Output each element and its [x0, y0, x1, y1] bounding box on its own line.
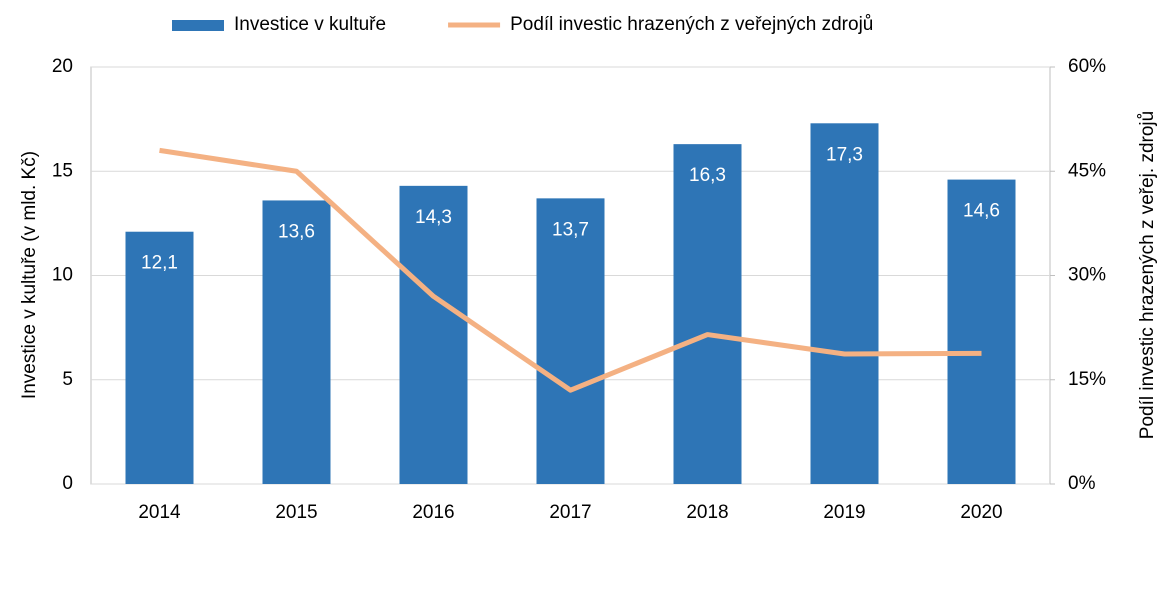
y2-tick-label: 30% — [1068, 265, 1106, 286]
legend-label: Podíl investic hrazených z veřejných zdr… — [510, 14, 873, 35]
y-tick-label: 15 — [52, 160, 73, 181]
y-axis-label: Investice v kultuře (v mld. Kč) — [19, 151, 40, 399]
value-label: 17,3 — [826, 144, 863, 165]
legend-label: Investice v kultuře — [234, 14, 386, 35]
x-tick-label: 2015 — [275, 502, 317, 523]
line — [159, 147, 982, 393]
x-tick-label: 2016 — [412, 502, 454, 523]
y-tick-label: 20 — [52, 56, 73, 77]
y-tick-label: 10 — [52, 265, 73, 286]
x-tick-label: 2017 — [549, 502, 591, 523]
y2-axis-label: Podíl investic hrazených z veřej. zdrojů — [1137, 111, 1158, 439]
bar — [673, 144, 742, 484]
value-label: 13,6 — [278, 221, 315, 242]
y-tick-label: 0 — [62, 473, 73, 494]
y2-tick-label: 0% — [1068, 473, 1096, 494]
legend-swatch — [172, 20, 224, 31]
bar — [125, 231, 194, 484]
value-label: 12,1 — [141, 253, 178, 274]
x-tick-label: 2019 — [823, 502, 865, 523]
bar — [810, 123, 879, 485]
value-label: 16,3 — [689, 165, 726, 186]
bar — [399, 185, 468, 484]
value-label: 13,7 — [552, 219, 589, 240]
bar — [262, 200, 331, 484]
value-label: 14,6 — [963, 201, 1000, 222]
x-tick-label: 2014 — [138, 502, 181, 523]
bar — [536, 198, 605, 485]
y2-tick-label: 60% — [1068, 56, 1106, 77]
y-tick-label: 5 — [62, 369, 73, 390]
bar — [947, 179, 1016, 484]
x-tick-label: 2020 — [960, 502, 1002, 523]
y2-tick-label: 45% — [1068, 160, 1106, 181]
value-label: 14,3 — [415, 207, 452, 228]
x-tick-label: 2018 — [686, 502, 728, 523]
y2-tick-label: 15% — [1068, 369, 1106, 390]
